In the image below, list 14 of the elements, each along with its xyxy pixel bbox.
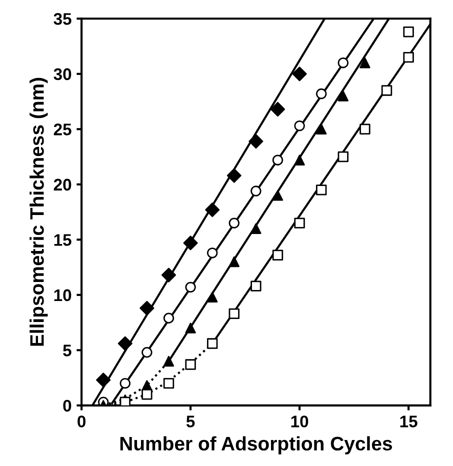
x-tick-label: 10 [291,416,308,428]
x-axis-title: Number of Adsorption Cycles [120,436,392,454]
y-tick-label: 15 [54,234,72,246]
x-tick-label: 15 [400,416,418,428]
y-tick-label: 25 [54,124,72,136]
y-tick-label: 10 [54,289,72,302]
x-tick-label: 0 [78,416,86,428]
y-tick-label: 0 [63,400,72,412]
y-tick-label: 35 [54,13,72,25]
y-tick-label: 5 [63,344,72,356]
y-tick-label: 20 [54,178,72,191]
y-tick-label: 30 [54,68,72,80]
y-axis-title: Ellipsometric Thickness (nm) [30,78,48,346]
x-tick-label: 5 [186,416,195,428]
